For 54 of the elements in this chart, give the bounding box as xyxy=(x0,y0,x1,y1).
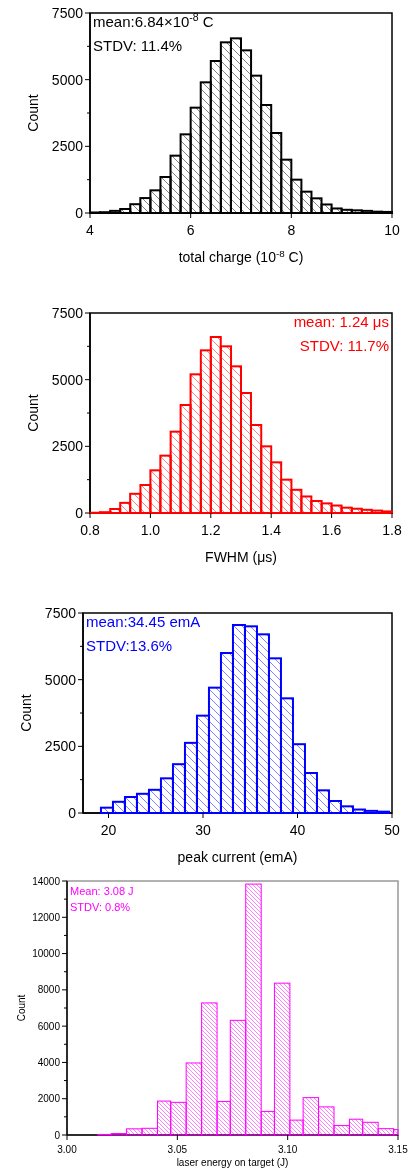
y-axis-title: Count xyxy=(16,994,27,1022)
y-tick-label: 8000 xyxy=(37,984,61,996)
y-tick-label: 10000 xyxy=(32,948,61,960)
annotation: STDV: 0.8% xyxy=(70,901,131,913)
x-tick-label: 20 xyxy=(100,822,117,838)
x-tick-label: 4 xyxy=(86,222,95,238)
x-axis-title: FWHM (μs) xyxy=(205,549,277,565)
y-tick-label: 2000 xyxy=(37,1093,61,1105)
y-tick-label: 0 xyxy=(75,504,84,521)
x-tick-label: 6 xyxy=(186,222,195,238)
y-tick-label: 6000 xyxy=(37,1020,61,1032)
x-axis-title: laser energy on target (J) xyxy=(176,1157,289,1168)
annotation: mean: 1.24 μs xyxy=(293,313,389,330)
x-tick-label: 1.2 xyxy=(201,522,221,538)
x-tick-label: 0.8 xyxy=(80,522,100,538)
x-tick-label: 1.0 xyxy=(140,522,161,538)
y-axis-title: Count xyxy=(18,694,34,732)
y-tick-label: 0 xyxy=(75,204,84,221)
x-tick-label: 40 xyxy=(289,822,306,838)
y-tick-label: 5000 xyxy=(44,671,77,688)
x-tick-label: 3.05 xyxy=(167,1144,188,1155)
annotation: STDV: 11.4% xyxy=(93,37,183,54)
x-tick-label: 30 xyxy=(195,822,212,838)
annotation: mean:34.45 emA xyxy=(86,613,201,630)
x-tick-label: 3.10 xyxy=(277,1144,298,1155)
y-axis-title: Count xyxy=(25,94,41,132)
y-tick-label: 7500 xyxy=(51,4,84,21)
y-tick-label: 0 xyxy=(54,1129,61,1141)
y-tick-label: 5000 xyxy=(51,71,84,88)
annotation: STDV: 11.7% xyxy=(299,337,389,354)
y-tick-label: 7500 xyxy=(44,604,77,621)
x-tick-label: 1.6 xyxy=(321,522,342,538)
annotation: STDV:13.6% xyxy=(86,637,173,654)
y-tick-label: 5000 xyxy=(51,371,84,388)
y-tick-label: 7500 xyxy=(51,304,84,321)
y-tick-label: 12000 xyxy=(32,911,61,923)
x-tick-label: 8 xyxy=(287,222,296,238)
y-axis-title: Count xyxy=(25,394,41,432)
y-tick-label: 2500 xyxy=(51,438,84,455)
annotation: Mean: 3.08 J xyxy=(70,885,134,897)
y-tick-label: 4000 xyxy=(37,1056,61,1068)
y-tick-label: 0 xyxy=(68,804,77,821)
y-tick-label: 14000 xyxy=(32,875,61,887)
x-axis-title: peak current (emA) xyxy=(177,849,298,865)
y-tick-label: 2500 xyxy=(51,138,84,155)
annotation: mean:6.84×10$^{-8}$ C xyxy=(93,11,214,30)
x-tick-label: 50 xyxy=(384,822,400,838)
x-tick-label: 1.8 xyxy=(382,522,402,538)
x-tick-label: 3.00 xyxy=(57,1144,78,1155)
x-tick-label: 3.15 xyxy=(388,1144,409,1155)
x-tick-label: 1.4 xyxy=(261,522,282,538)
x-tick-label: 10 xyxy=(384,222,400,238)
x-axis-title: total charge (10$^{-8}$ C) xyxy=(178,247,304,265)
y-tick-label: 2500 xyxy=(44,738,77,755)
